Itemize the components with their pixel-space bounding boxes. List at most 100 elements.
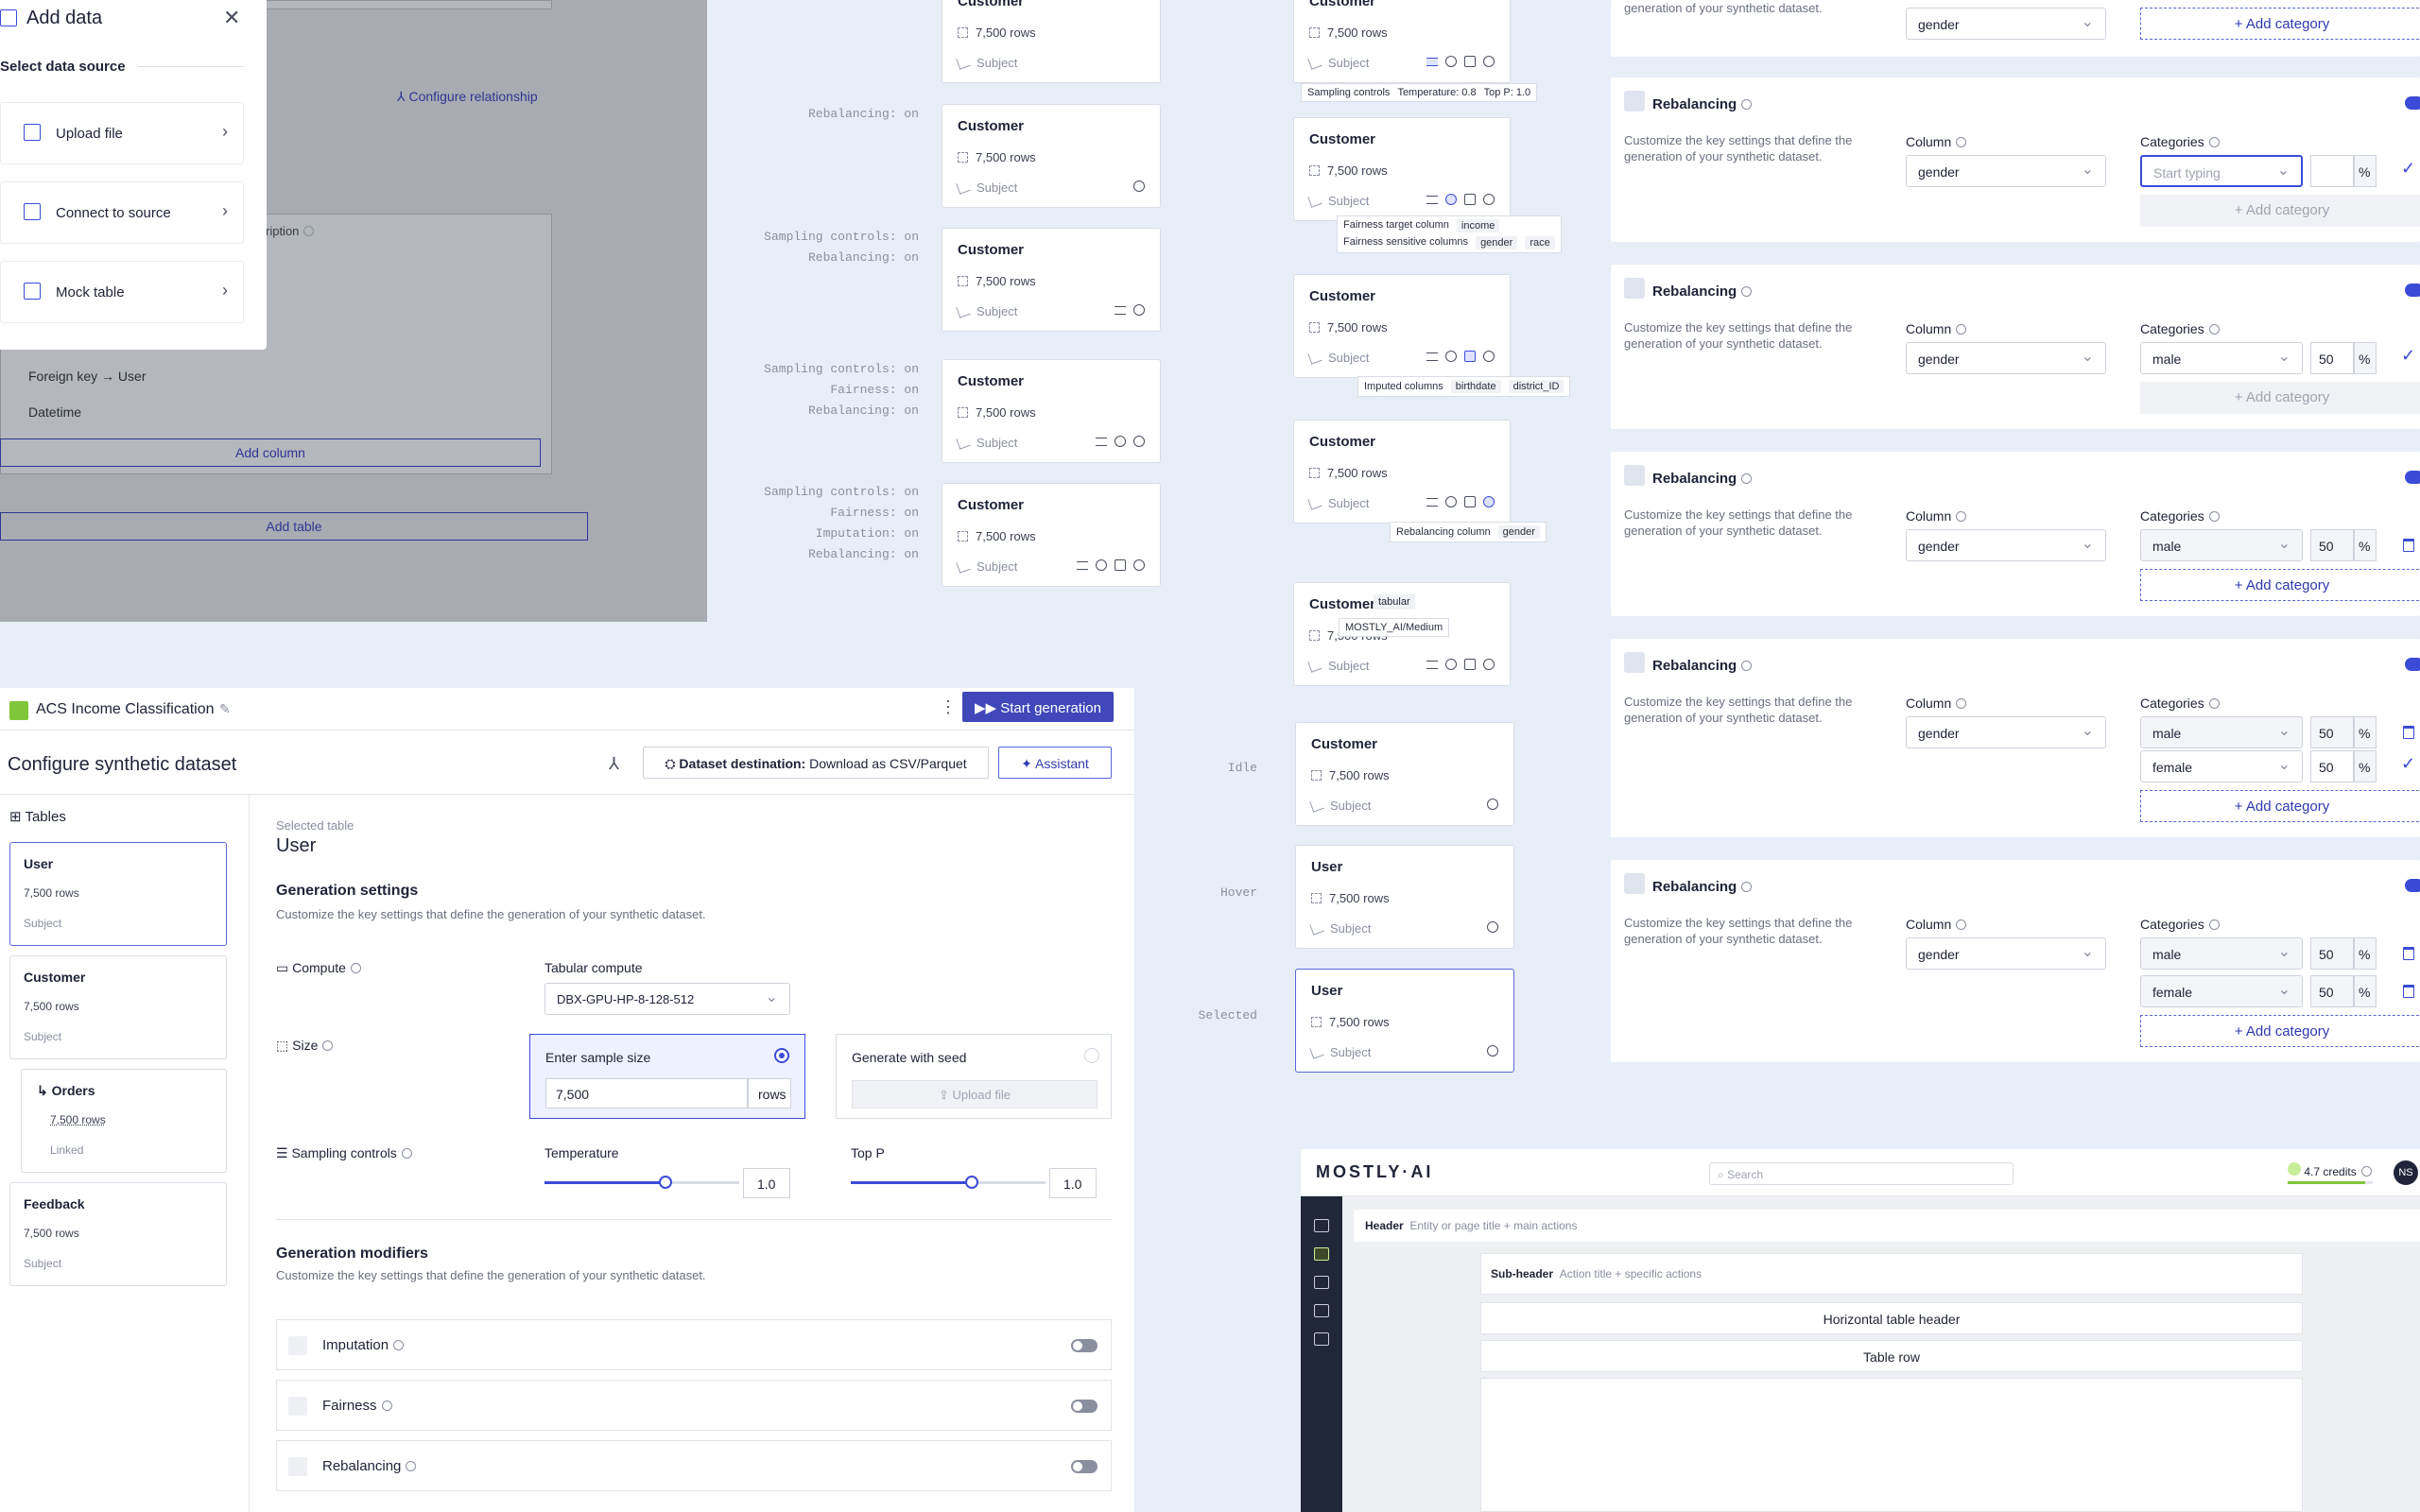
rebalancing-title: Rebalancing <box>1652 879 1753 895</box>
percent-input[interactable]: 50 <box>2310 716 2354 748</box>
rebalancing-toggle[interactable] <box>2405 471 2420 484</box>
rebalancing-toggle[interactable] <box>1071 1460 1098 1473</box>
connect-source-option[interactable]: Connect to source › <box>0 181 244 244</box>
radio-selected[interactable] <box>774 1048 789 1063</box>
check-icon[interactable]: ✓ <box>2401 346 2416 365</box>
column-select[interactable]: gender <box>1906 342 2106 374</box>
trash-icon[interactable] <box>2403 985 2414 998</box>
table-card-orders[interactable]: ↳ Orders 7,500 rows Linked <box>21 1069 227 1173</box>
relationship-icon[interactable]: ⅄ <box>609 754 619 773</box>
sample-size-option[interactable]: Enter sample size 7,500 rows <box>529 1034 805 1119</box>
table-card-user[interactable]: User 7,500 rows Subject <box>9 842 227 946</box>
column-select[interactable]: gender <box>1906 155 2106 187</box>
top-p-slider[interactable] <box>851 1176 1046 1189</box>
rebalancing-toggle[interactable] <box>2405 284 2420 297</box>
top-p-input[interactable]: 1.0 <box>1049 1168 1097 1198</box>
category-select[interactable]: female <box>2140 975 2303 1007</box>
add-category-button[interactable]: + Add category <box>2140 1015 2420 1047</box>
customer-card[interactable]: Customer 7,500 rows Subject <box>1293 420 1511 524</box>
upload-file-option[interactable]: Upload file › <box>0 102 244 164</box>
search-input[interactable]: ⌕ Search <box>1709 1162 2014 1185</box>
configure-relationship-link[interactable]: ⅄ Configure relationship <box>397 89 538 104</box>
temperature-slider[interactable] <box>544 1176 739 1189</box>
category-select[interactable]: male <box>2140 342 2303 374</box>
percent-input[interactable]: 50 <box>2310 529 2354 561</box>
close-icon[interactable]: ✕ <box>223 6 241 29</box>
imputation-row[interactable]: Imputation <box>276 1319 1112 1370</box>
upload-file-button[interactable]: ⇪ Upload file <box>852 1080 1098 1108</box>
column-select[interactable]: gender <box>1906 716 2106 748</box>
add-table-button[interactable]: Add table <box>0 512 588 541</box>
column-select[interactable]: gender <box>1906 937 2106 970</box>
more-icon[interactable]: ⋮ <box>940 697 957 716</box>
add-category-button[interactable]: + Add category <box>2140 195 2420 227</box>
sampling-icon[interactable] <box>1426 58 1438 66</box>
rebalancing-toggle[interactable] <box>2405 96 2420 110</box>
rebalancing-row[interactable]: Rebalancing <box>276 1440 1112 1491</box>
table-card-feedback[interactable]: Feedback 7,500 rows Subject <box>9 1182 227 1286</box>
rebalancing-icon[interactable] <box>1483 496 1495 507</box>
column-select[interactable]: gender <box>1906 529 2106 561</box>
connectors-icon[interactable] <box>1314 1332 1329 1346</box>
category-select[interactable]: female <box>2140 750 2303 782</box>
divider <box>138 66 244 67</box>
radio-unselected[interactable] <box>1084 1048 1099 1063</box>
customer-card[interactable]: Customer 7,500 rows Subject <box>1293 0 1511 83</box>
column-select[interactable]: gender <box>1906 8 2106 40</box>
category-select[interactable]: male <box>2140 716 2303 748</box>
start-generation-button[interactable]: ▶▶ Start generation <box>962 692 1114 722</box>
category-select[interactable]: male <box>2140 937 2303 970</box>
imputation-icon[interactable] <box>1464 351 1476 362</box>
add-category-button[interactable]: + Add category <box>2140 8 2420 40</box>
add-category-button[interactable]: + Add category <box>2140 790 2420 822</box>
trash-icon[interactable] <box>2403 726 2414 739</box>
percent-input[interactable]: 50 <box>2310 342 2354 374</box>
trash-icon[interactable] <box>2403 947 2414 960</box>
imputation-toggle[interactable] <box>1071 1339 1098 1352</box>
fairness-row[interactable]: Fairness <box>276 1380 1112 1431</box>
seed-option[interactable]: Generate with seed ⇪ Upload file <box>836 1034 1112 1119</box>
rebalancing-toggle[interactable] <box>2405 658 2420 671</box>
percent-input[interactable] <box>2310 155 2354 187</box>
tabular-tag[interactable]: tabular <box>1374 594 1415 610</box>
user-card-hover[interactable]: User 7,500 rows Subject <box>1295 845 1514 949</box>
add-category-button[interactable]: + Add category <box>2140 382 2420 414</box>
add-column-button[interactable]: Add column <box>0 438 541 467</box>
table-card-customer[interactable]: Customer 7,500 rows Subject <box>9 955 227 1059</box>
customer-card[interactable]: Customer 7,500 rows Subject <box>942 483 1161 587</box>
generators-icon[interactable] <box>1314 1247 1329 1261</box>
compute-select[interactable]: DBX-GPU-HP-8-128-512 <box>544 983 790 1015</box>
trash-icon[interactable] <box>2403 539 2414 552</box>
assistant-button[interactable]: ✦ Assistant <box>998 747 1112 779</box>
rebalancing-toggle[interactable] <box>2405 879 2420 892</box>
check-icon[interactable]: ✓ <box>2401 754 2416 773</box>
fairness-icon[interactable] <box>1445 194 1457 205</box>
assistant-icon[interactable] <box>1314 1304 1329 1317</box>
user-card-selected[interactable]: User 7,500 rows Subject <box>1295 969 1514 1073</box>
mock-table-option[interactable]: Mock table › <box>0 261 244 323</box>
customer-card[interactable]: Customer 7,500 rows Subject <box>942 359 1161 463</box>
percent-input[interactable]: 50 <box>2310 750 2354 782</box>
percent-input[interactable]: 50 <box>2310 937 2354 970</box>
datasets-icon[interactable] <box>1314 1276 1329 1289</box>
category-select[interactable]: male <box>2140 529 2303 561</box>
customer-card[interactable]: Customer 7,500 rows Subject <box>1293 274 1511 378</box>
add-category-button[interactable]: + Add category <box>2140 569 2420 601</box>
fairness-toggle[interactable] <box>1071 1400 1098 1413</box>
home-icon[interactable] <box>1314 1219 1329 1232</box>
percent-input[interactable]: 50 <box>2310 975 2354 1007</box>
customer-card-idle[interactable]: Customer 7,500 rows Subject <box>1295 722 1514 826</box>
customer-card[interactable]: Customer 7,500 rows Subject <box>942 104 1161 208</box>
customer-card[interactable]: Customer 7,500 rows Subject <box>942 228 1161 332</box>
customer-card[interactable]: Customer 7,500 rows Subject <box>942 0 1161 83</box>
category-input[interactable]: Start typing <box>2140 155 2303 187</box>
avatar[interactable]: NS <box>2394 1160 2418 1185</box>
dataset-destination-button[interactable]: ⛭ Dataset destination: Download as CSV/P… <box>643 747 989 779</box>
temperature-input[interactable]: 1.0 <box>743 1168 790 1198</box>
customer-card[interactable]: Customer 7,500 rows Subject <box>1293 117 1511 221</box>
edit-icon[interactable]: ✎ <box>219 701 231 716</box>
rebalancing-panel: Rebalancing Customize the key settings t… <box>1611 77 2420 242</box>
check-icon[interactable]: ✓ <box>2401 159 2416 178</box>
rebalancing-title: Rebalancing <box>1652 284 1753 300</box>
sample-size-input[interactable]: 7,500 <box>545 1078 748 1108</box>
